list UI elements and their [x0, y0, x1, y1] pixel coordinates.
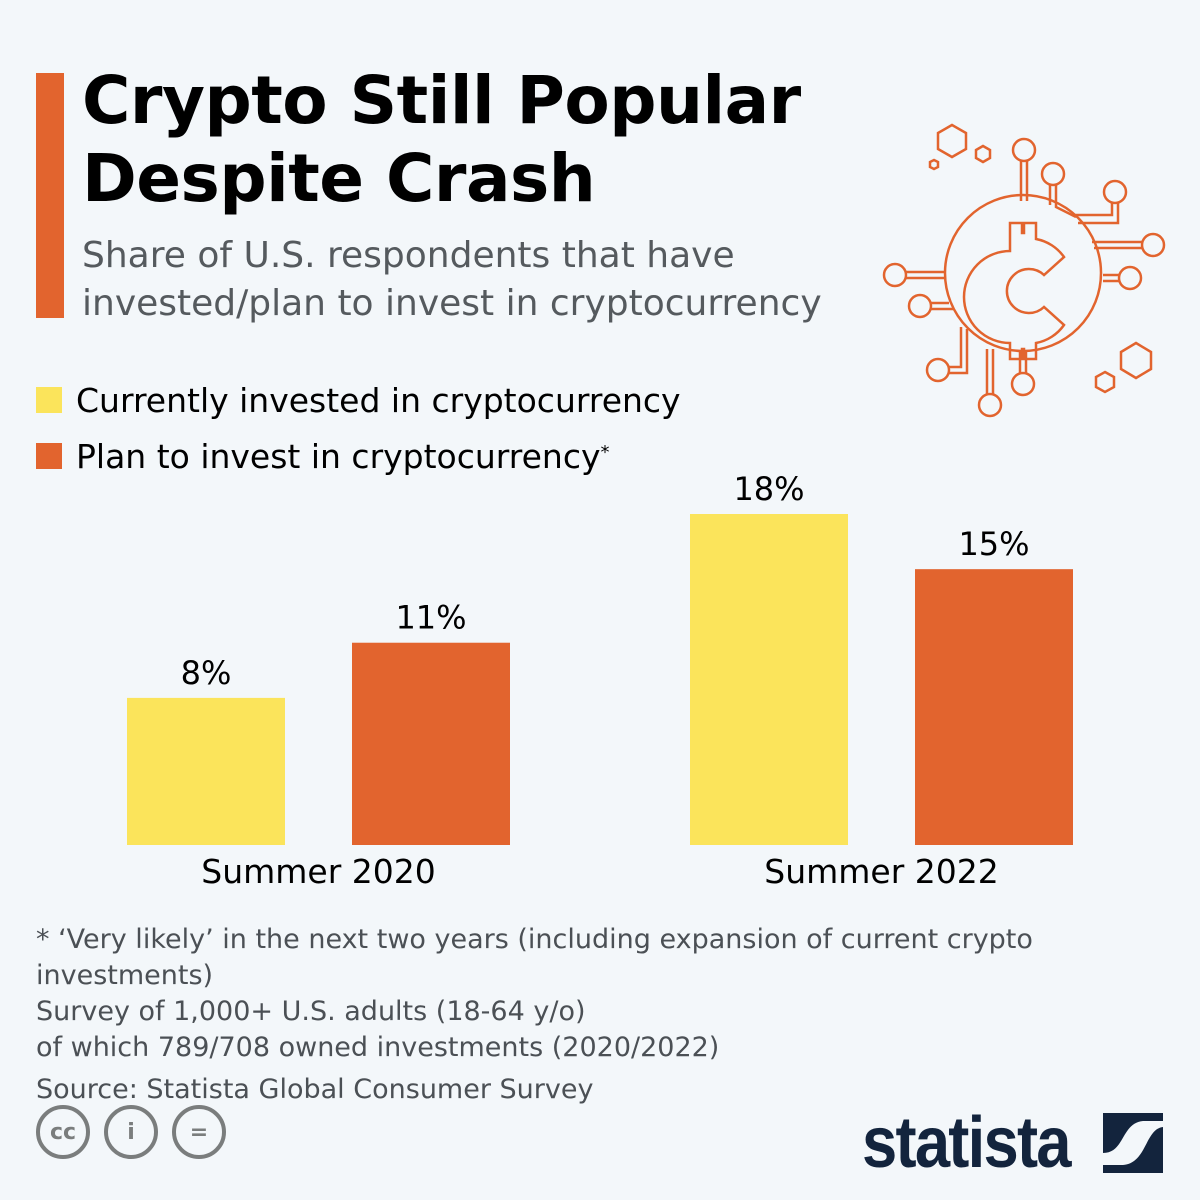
- legend-label: Plan to invest in cryptocurrency: [76, 436, 601, 476]
- source-text: Source: Statista Global Consumer Survey: [36, 1074, 594, 1105]
- data-label: 8%: [181, 654, 232, 692]
- statista-logo-icon: [1103, 1113, 1163, 1173]
- category-label: Summer 2020: [201, 852, 436, 891]
- legend: Currently invested in cryptocurrency Pla…: [36, 372, 681, 484]
- legend-item-plan-to-invest: Plan to invest in cryptocurrency *: [36, 428, 681, 484]
- subtitle: Share of U.S. respondents that have inves…: [82, 235, 822, 324]
- legend-footnote-marker: *: [600, 441, 610, 463]
- attribution-icon: i: [104, 1105, 158, 1159]
- legend-item-currently-invested: Currently invested in cryptocurrency: [36, 372, 681, 428]
- page-title: Crypto Still Popular Despite Crash: [82, 62, 801, 217]
- bar: [690, 514, 848, 845]
- footnote-line: * ‘Very likely’ in the next two years (i…: [36, 924, 1033, 991]
- data-label: 18%: [733, 470, 804, 508]
- cc-icon: cc: [36, 1105, 90, 1159]
- no-derivatives-icon: =: [172, 1105, 226, 1159]
- license-icons: cc i =: [36, 1105, 226, 1159]
- crypto-coin-circuit-icon: [882, 123, 1166, 418]
- bar-chart: 8% 11% Summer 2020 18% 15% Summer 2022: [127, 470, 1073, 891]
- legend-swatch-orange: [36, 443, 62, 469]
- legend-swatch-yellow: [36, 387, 62, 413]
- logo-text: statista: [862, 1103, 1072, 1183]
- bar: [915, 569, 1073, 845]
- data-label: 11%: [395, 599, 466, 637]
- bar: [127, 697, 285, 845]
- statista-logo: statista: [862, 1102, 1163, 1184]
- data-label: 15%: [958, 525, 1029, 563]
- category-label: Summer 2022: [764, 852, 999, 891]
- footnote-line: Survey of 1,000+ U.S. adults (18-64 y/o): [36, 996, 586, 1027]
- footnotes: * ‘Very likely’ in the next two years (i…: [36, 922, 1200, 1108]
- bar: [352, 642, 510, 845]
- footnote-line: of which 789/708 owned investments (2020…: [36, 1032, 720, 1063]
- title-accent-bar: [36, 73, 64, 318]
- legend-label: Currently invested in cryptocurrency: [76, 380, 681, 420]
